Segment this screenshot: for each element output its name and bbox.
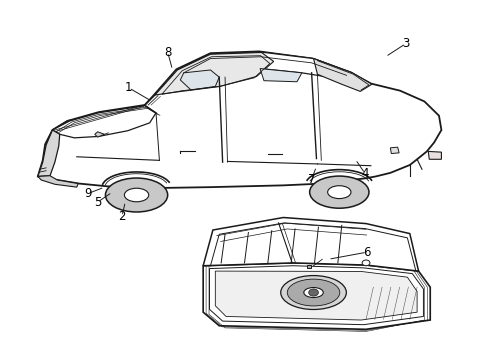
Text: 9: 9 [84,187,91,200]
Text: 2: 2 [118,210,125,223]
Polygon shape [260,68,301,82]
Ellipse shape [303,288,323,297]
Polygon shape [389,147,398,154]
Text: 3: 3 [402,37,409,50]
Polygon shape [313,59,371,91]
Polygon shape [38,130,60,176]
Text: 4: 4 [361,167,368,180]
Polygon shape [215,271,416,320]
Polygon shape [306,265,310,267]
Text: 1: 1 [125,81,132,94]
Ellipse shape [287,279,339,306]
Polygon shape [38,51,441,188]
Text: 8: 8 [163,46,171,59]
Text: 5: 5 [94,195,101,209]
Polygon shape [52,106,156,138]
Circle shape [308,289,318,296]
Polygon shape [427,152,441,159]
Polygon shape [38,176,78,187]
Polygon shape [177,52,352,84]
Ellipse shape [280,275,346,310]
Text: 6: 6 [363,246,370,258]
Polygon shape [95,132,104,137]
Ellipse shape [327,186,350,199]
Ellipse shape [124,188,148,202]
Circle shape [362,260,369,266]
Polygon shape [203,217,418,271]
Ellipse shape [309,176,368,208]
Ellipse shape [105,178,167,212]
Text: 7: 7 [307,173,315,186]
Polygon shape [180,70,219,90]
Polygon shape [155,53,273,95]
Polygon shape [203,263,429,329]
